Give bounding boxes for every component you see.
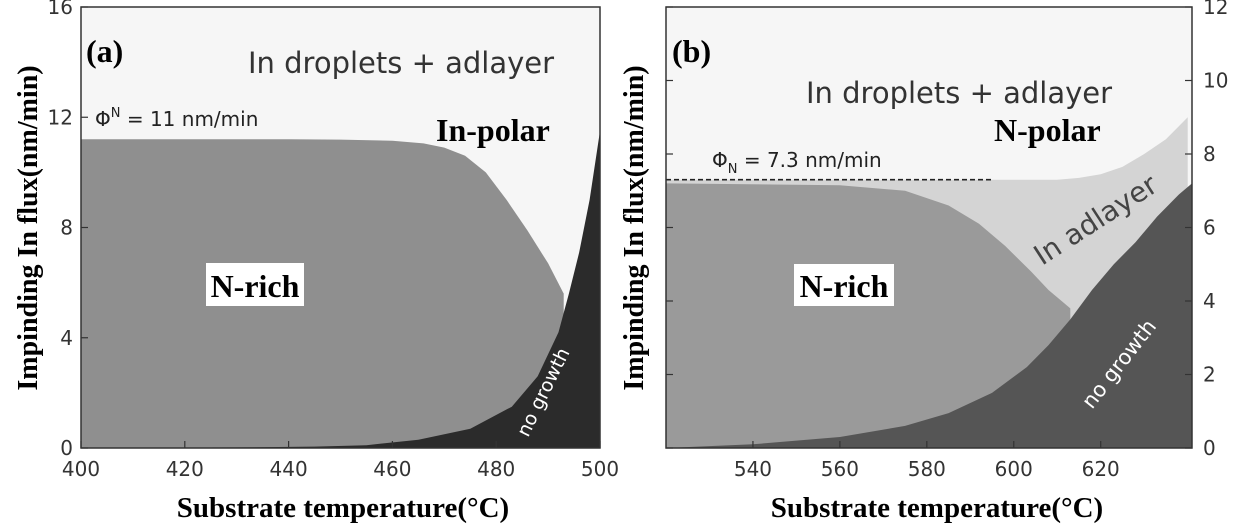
panel-b-y-tick-label: 6 xyxy=(1203,216,1216,240)
panel-a-y-tick-label: 12 xyxy=(48,105,73,129)
panel-a-ylabel: Impinding In flux(nm/min) xyxy=(13,65,44,390)
panel-b-x-tick-label: 540 xyxy=(734,457,772,481)
panel-b-y-tick-label: 12 xyxy=(1203,0,1228,19)
panel-b-y-tick-label: 8 xyxy=(1203,142,1216,166)
panel-a: 400 420 440 460 480 500 0 4 8 12 16 (a) In drople… xyxy=(13,0,619,524)
panel-a-x-tick-label: 440 xyxy=(270,457,308,481)
panel-a-x-tick-label: 480 xyxy=(477,457,515,481)
panel-a-x-tick-label: 460 xyxy=(373,457,411,481)
panel-b-y-tick-label: 2 xyxy=(1203,363,1216,387)
panel-a-upper-label: In droplets + adlayer xyxy=(248,46,554,80)
panel-a-x-tick-label: 420 xyxy=(166,457,204,481)
panel-b-xlabel: Substrate temperature(°C) xyxy=(771,492,1103,524)
panel-b-polarity-label: N-polar xyxy=(994,112,1101,148)
panel-b-nrich-label: N-rich xyxy=(800,268,889,304)
panel-a-x-tick-label: 500 xyxy=(581,457,619,481)
panel-b-y-ticks: 0 2 4 6 8 10 12 xyxy=(666,0,1228,460)
panel-a-y-tick-label: 16 xyxy=(48,0,73,19)
panel-b-upper-label: In droplets + adlayer xyxy=(806,76,1112,110)
panel-b-y-tick-label: 10 xyxy=(1203,69,1228,93)
panel-a-polarity-label: In-polar xyxy=(436,112,550,148)
panel-b-flux-label: ΦN = 7.3 nm/min xyxy=(712,148,882,177)
panel-b-ylabel: Impinding In flux(nm/min) xyxy=(619,65,650,390)
panel-b-nrich-region xyxy=(666,183,1071,448)
panel-b-y-tick-label: 0 xyxy=(1203,436,1216,460)
panel-a-nrich-region xyxy=(81,139,564,449)
panel-a-label: (a) xyxy=(86,33,123,69)
panel-b-x-tick-label: 620 xyxy=(1082,457,1120,481)
panel-b-x-tick-label: 600 xyxy=(995,457,1033,481)
panel-a-y-ticks: 0 4 8 12 16 xyxy=(48,0,88,460)
panel-b-x-tick-label: 560 xyxy=(821,457,859,481)
panel-a-x-ticks: 400 420 440 460 480 500 xyxy=(62,441,619,481)
panel-a-nogrowth-region xyxy=(81,131,600,448)
panel-a-nrich-label-box xyxy=(206,263,304,306)
panel-b-nrich-label-box xyxy=(794,264,894,306)
panel-a-flux-label: ΦN = 11 nm/min xyxy=(95,106,258,131)
panel-a-nrich-label: N-rich xyxy=(211,268,300,304)
panel-b-y-tick-label: 4 xyxy=(1203,289,1216,313)
panel-a-y-tick-label: 4 xyxy=(60,326,73,350)
panel-b-label: (b) xyxy=(672,33,711,69)
panel-b: 540 560 580 600 620 0 2 4 6 8 10 12 (b) In droplet… xyxy=(619,0,1228,524)
panel-b-x-tick-label: 580 xyxy=(908,457,946,481)
panel-b-x-ticks: 540 560 580 600 620 xyxy=(734,441,1120,481)
panel-a-y-tick-label: 0 xyxy=(60,436,73,460)
panel-a-x-tick-label: 400 xyxy=(62,457,100,481)
panel-a-y-tick-label: 8 xyxy=(60,216,73,240)
panel-a-xlabel: Substrate temperature(°C) xyxy=(177,492,509,524)
panel-b-nogrowth-region xyxy=(666,183,1192,448)
